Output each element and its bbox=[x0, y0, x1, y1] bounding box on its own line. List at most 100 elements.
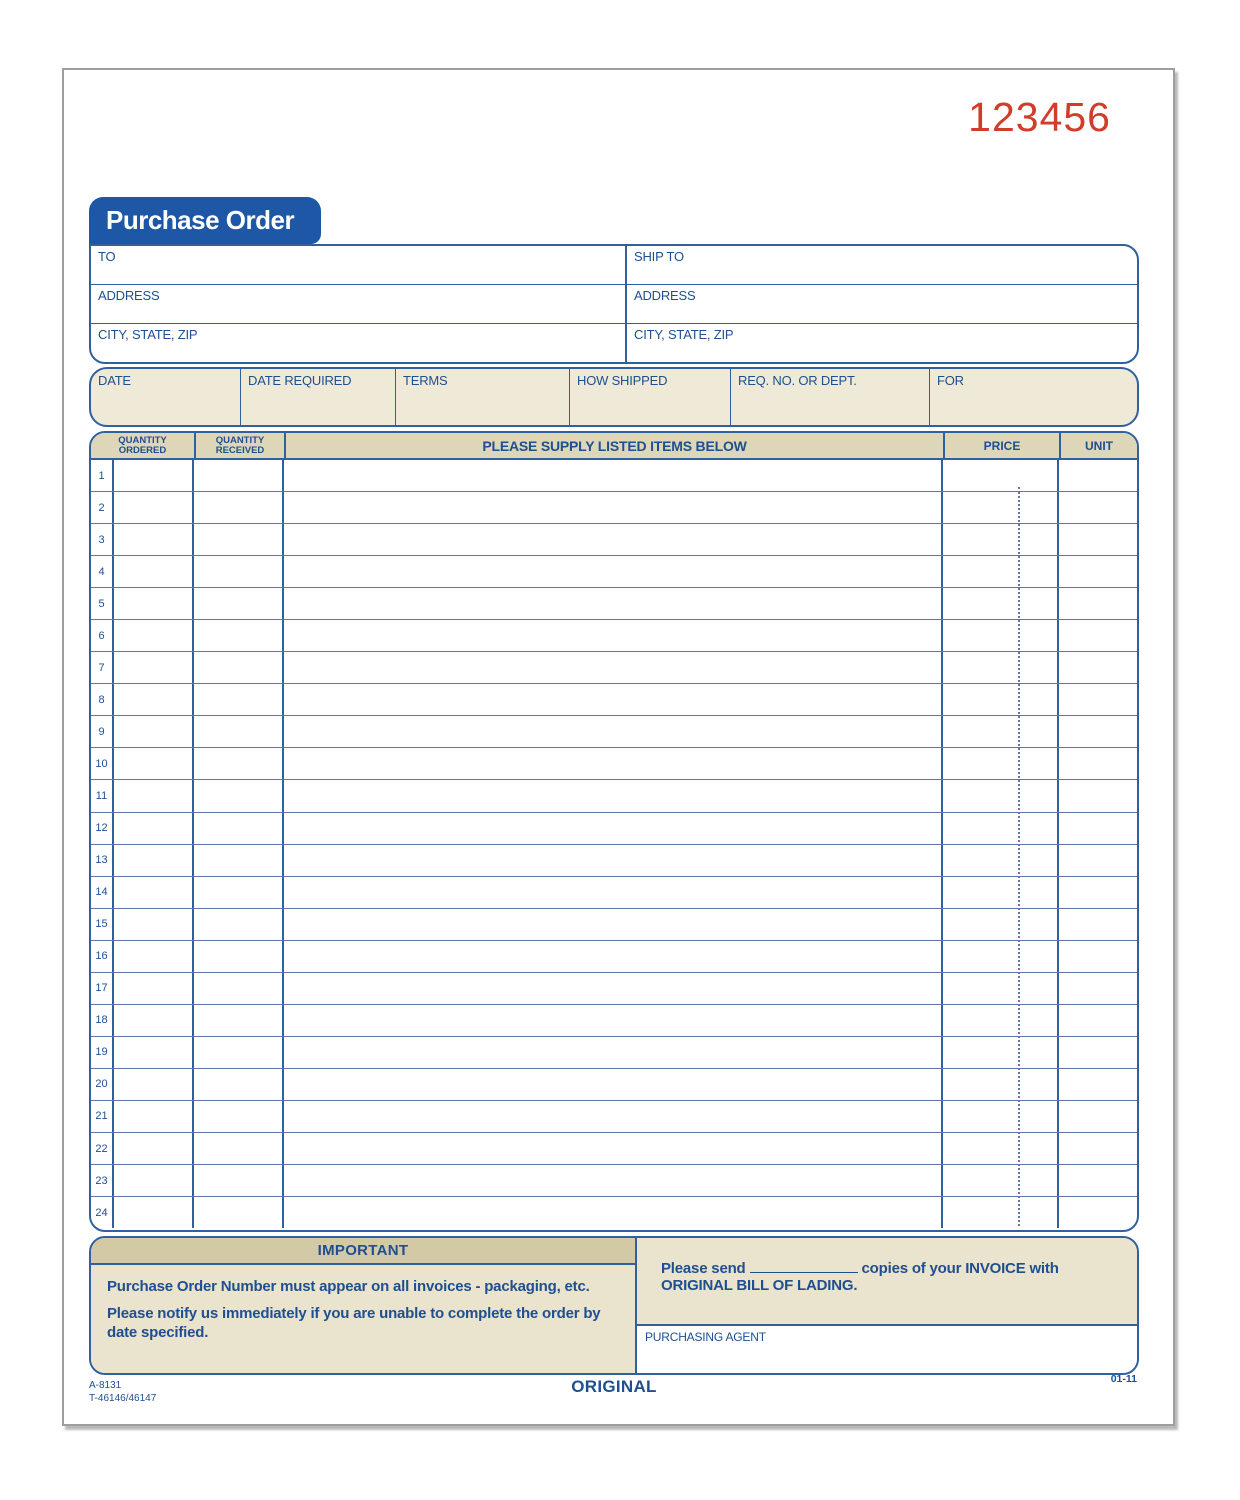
qty-ordered-cell bbox=[114, 460, 194, 492]
qty-ordered-cell bbox=[114, 844, 194, 876]
table-row: 6 bbox=[91, 619, 1137, 652]
ship-to-city-state-zip-field: CITY, STATE, ZIP bbox=[627, 323, 1137, 362]
table-row: 10 bbox=[91, 747, 1137, 780]
invoice-instruction-suffix: copies of your INVOICE with ORIGINAL BIL… bbox=[661, 1260, 1059, 1294]
qty-received-cell bbox=[194, 780, 284, 812]
bottom-section: IMPORTANT Purchase Order Number must app… bbox=[89, 1236, 1139, 1375]
price-cell bbox=[943, 716, 1059, 748]
row-number: 9 bbox=[91, 716, 114, 748]
qty-ordered-cell bbox=[114, 588, 194, 620]
description-cell bbox=[284, 652, 943, 684]
row-number: 20 bbox=[91, 1068, 114, 1100]
qty-ordered-cell bbox=[114, 1132, 194, 1165]
qty-received-cell bbox=[194, 524, 284, 556]
description-cell bbox=[284, 1132, 943, 1165]
price-cell bbox=[943, 940, 1059, 972]
unit-cell bbox=[1059, 813, 1137, 844]
description-cell bbox=[284, 1036, 943, 1068]
price-cell bbox=[943, 1132, 1059, 1165]
unit-cell bbox=[1059, 877, 1137, 908]
qty-received-cell bbox=[194, 460, 284, 492]
description-cell bbox=[284, 1197, 943, 1229]
unit-cell bbox=[1059, 684, 1137, 715]
table-row: 19 bbox=[91, 1035, 1137, 1068]
qty-ordered-header-line1: QUANTITY bbox=[118, 434, 167, 446]
description-cell bbox=[284, 1068, 943, 1100]
unit-cell bbox=[1059, 716, 1137, 747]
ship-to-box: SHIP TO ADDRESS CITY, STATE, ZIP bbox=[627, 246, 1137, 362]
description-cell bbox=[284, 524, 943, 556]
unit-cell bbox=[1059, 780, 1137, 811]
price-cell bbox=[943, 780, 1059, 812]
invoice-instruction-prefix: Please send bbox=[661, 1260, 746, 1277]
purchasing-agent-field: PURCHASING AGENT bbox=[637, 1326, 1137, 1373]
purchasing-agent-label: PURCHASING AGENT bbox=[645, 1330, 766, 1344]
supply-items-header: PLEASE SUPPLY LISTED ITEMS BELOW bbox=[284, 433, 943, 458]
table-row: 11 bbox=[91, 779, 1137, 812]
to-field: TO bbox=[91, 246, 625, 284]
qty-received-cell bbox=[194, 812, 284, 844]
city-state-zip-label: CITY, STATE, ZIP bbox=[98, 327, 198, 342]
purchase-order-sheet: 123456 Purchase Order TO ADDRESS CITY, S… bbox=[62, 68, 1175, 1426]
for-field: FOR bbox=[929, 369, 1137, 425]
price-cell bbox=[943, 748, 1059, 780]
unit-cell bbox=[1059, 652, 1137, 683]
qty-received-cell bbox=[194, 556, 284, 588]
row-number: 13 bbox=[91, 844, 114, 876]
important-body: Purchase Order Number must appear on all… bbox=[91, 1265, 635, 1373]
description-cell bbox=[284, 716, 943, 748]
table-row: 3 bbox=[91, 523, 1137, 556]
description-cell bbox=[284, 908, 943, 940]
unit-cell bbox=[1059, 588, 1137, 619]
to-address-field: ADDRESS bbox=[91, 284, 625, 323]
invoice-instruction-box: Please send copies of your INVOICE with O… bbox=[637, 1238, 1137, 1373]
important-box: IMPORTANT Purchase Order Number must app… bbox=[91, 1238, 637, 1373]
qty-ordered-cell bbox=[114, 620, 194, 652]
row-number: 12 bbox=[91, 812, 114, 844]
qty-ordered-cell bbox=[114, 716, 194, 748]
row-number: 19 bbox=[91, 1036, 114, 1068]
date-label: DATE bbox=[98, 373, 131, 388]
unit-cell bbox=[1059, 460, 1137, 491]
date-required-field: DATE REQUIRED bbox=[240, 369, 395, 425]
qty-ordered-cell bbox=[114, 684, 194, 716]
qty-received-cell bbox=[194, 1197, 284, 1229]
important-note-2: Please notify us immediately if you are … bbox=[107, 1304, 601, 1342]
items-table-body: 1 2 3 4 5 bbox=[91, 460, 1137, 1229]
qty-received-cell bbox=[194, 620, 284, 652]
qty-received-cell bbox=[194, 492, 284, 524]
table-row: 8 bbox=[91, 683, 1137, 716]
row-number: 22 bbox=[91, 1132, 114, 1165]
table-row: 24 bbox=[91, 1196, 1137, 1229]
row-number: 2 bbox=[91, 492, 114, 524]
city-state-zip-label: CITY, STATE, ZIP bbox=[634, 327, 734, 342]
ship-to-address-field: ADDRESS bbox=[627, 284, 1137, 323]
description-cell bbox=[284, 556, 943, 588]
row-number: 23 bbox=[91, 1165, 114, 1197]
row-number: 14 bbox=[91, 876, 114, 908]
purchase-order-tab-label: Purchase Order bbox=[106, 205, 295, 235]
how-shipped-field: HOW SHIPPED bbox=[569, 369, 730, 425]
price-cell bbox=[943, 588, 1059, 620]
row-number: 8 bbox=[91, 684, 114, 716]
row-number: 17 bbox=[91, 972, 114, 1004]
qty-ordered-cell bbox=[114, 780, 194, 812]
price-cell bbox=[943, 620, 1059, 652]
description-cell bbox=[284, 1100, 943, 1132]
order-meta-row: DATE DATE REQUIRED TERMS HOW SHIPPED REQ… bbox=[89, 367, 1139, 427]
revision-code: 01-11 bbox=[1110, 1373, 1137, 1385]
row-number: 11 bbox=[91, 780, 114, 812]
qty-ordered-header-line2: ORDERED bbox=[118, 444, 167, 456]
description-cell bbox=[284, 1004, 943, 1036]
price-cell bbox=[943, 1036, 1059, 1068]
price-cell bbox=[943, 1100, 1059, 1132]
form-code-line1: A-8131 bbox=[89, 1380, 122, 1391]
qty-received-cell bbox=[194, 940, 284, 972]
price-header: PRICE bbox=[943, 433, 1059, 458]
qty-ordered-cell bbox=[114, 1068, 194, 1100]
row-number: 6 bbox=[91, 620, 114, 652]
table-row: 9 bbox=[91, 715, 1137, 748]
qty-ordered-cell bbox=[114, 748, 194, 780]
important-header: IMPORTANT bbox=[91, 1238, 635, 1265]
qty-ordered-cell bbox=[114, 1004, 194, 1036]
